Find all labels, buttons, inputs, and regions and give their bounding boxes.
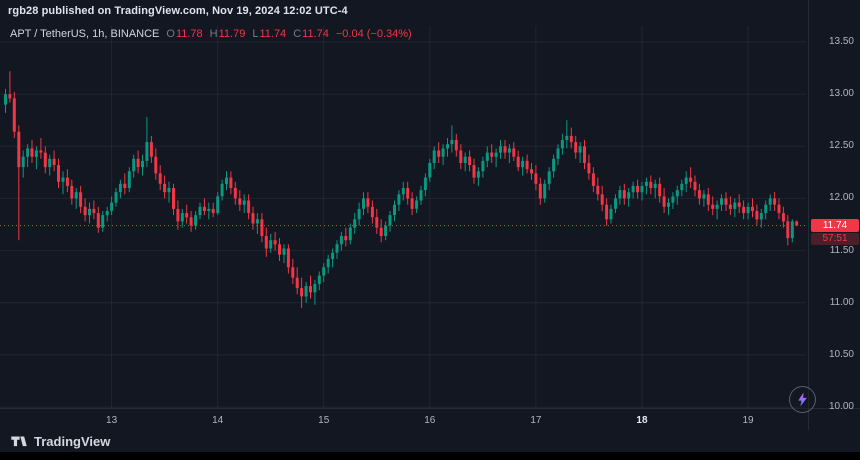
time-tick-label: 13	[106, 415, 118, 426]
attribution-text: rgb28 published on TradingView.com, Nov …	[8, 5, 348, 17]
price-tick-label: 12.50	[828, 140, 854, 152]
price-tick-label: 13.50	[828, 36, 854, 47]
ohlc-close: C 11.74	[293, 28, 329, 40]
last-price-badge-group: 11.74 57:51	[811, 218, 859, 245]
price-tick-label: 12.00	[828, 192, 854, 204]
change-value: −0.04 (−0.34%)	[335, 28, 412, 40]
price-tick-label: 11.50	[829, 244, 854, 256]
bottom-bar	[0, 452, 860, 460]
time-axis[interactable]: 13 14 15 16 17 18 19	[0, 408, 860, 433]
price-tick-label: 11.00	[829, 296, 854, 308]
price-tick-label: 10.50	[828, 348, 854, 360]
price-tick-label: 13.00	[828, 88, 854, 100]
tradingview-logo-icon	[11, 436, 27, 447]
tradingview-logo-link[interactable]: TradingView	[10, 432, 110, 450]
symbol-title[interactable]: APT / TetherUS, 1h, BINANCE	[10, 28, 160, 40]
symbol-legend: APT / TetherUS, 1h, BINANCE O 11.78 H 11.7…	[10, 28, 412, 40]
time-tick-label: 15	[318, 415, 330, 426]
quick-action-button[interactable]	[789, 386, 816, 413]
footer: TradingView	[0, 430, 860, 452]
tradingview-wordmark: TradingView	[34, 433, 111, 449]
countdown-label: 57:51	[811, 232, 859, 245]
time-tick-label: 17	[530, 415, 542, 426]
price-tick-label: 10.00	[828, 401, 854, 413]
time-tick-label: 16	[424, 415, 436, 426]
time-tick-label: 19	[742, 415, 754, 426]
lightning-icon	[798, 392, 807, 407]
last-price-label: 11.74	[811, 218, 859, 232]
ohlc-high: H 11.79	[209, 28, 246, 40]
time-tick-label: 14	[212, 415, 224, 426]
ohlc-low: L 11.74	[252, 28, 287, 40]
time-tick-label: 18	[636, 415, 648, 426]
ohlc-open: O 11.78	[166, 28, 203, 40]
price-axis[interactable]: 11.74 57:51 13.50 13.00 12.50 12.00 11.50 11.…	[808, 0, 860, 430]
